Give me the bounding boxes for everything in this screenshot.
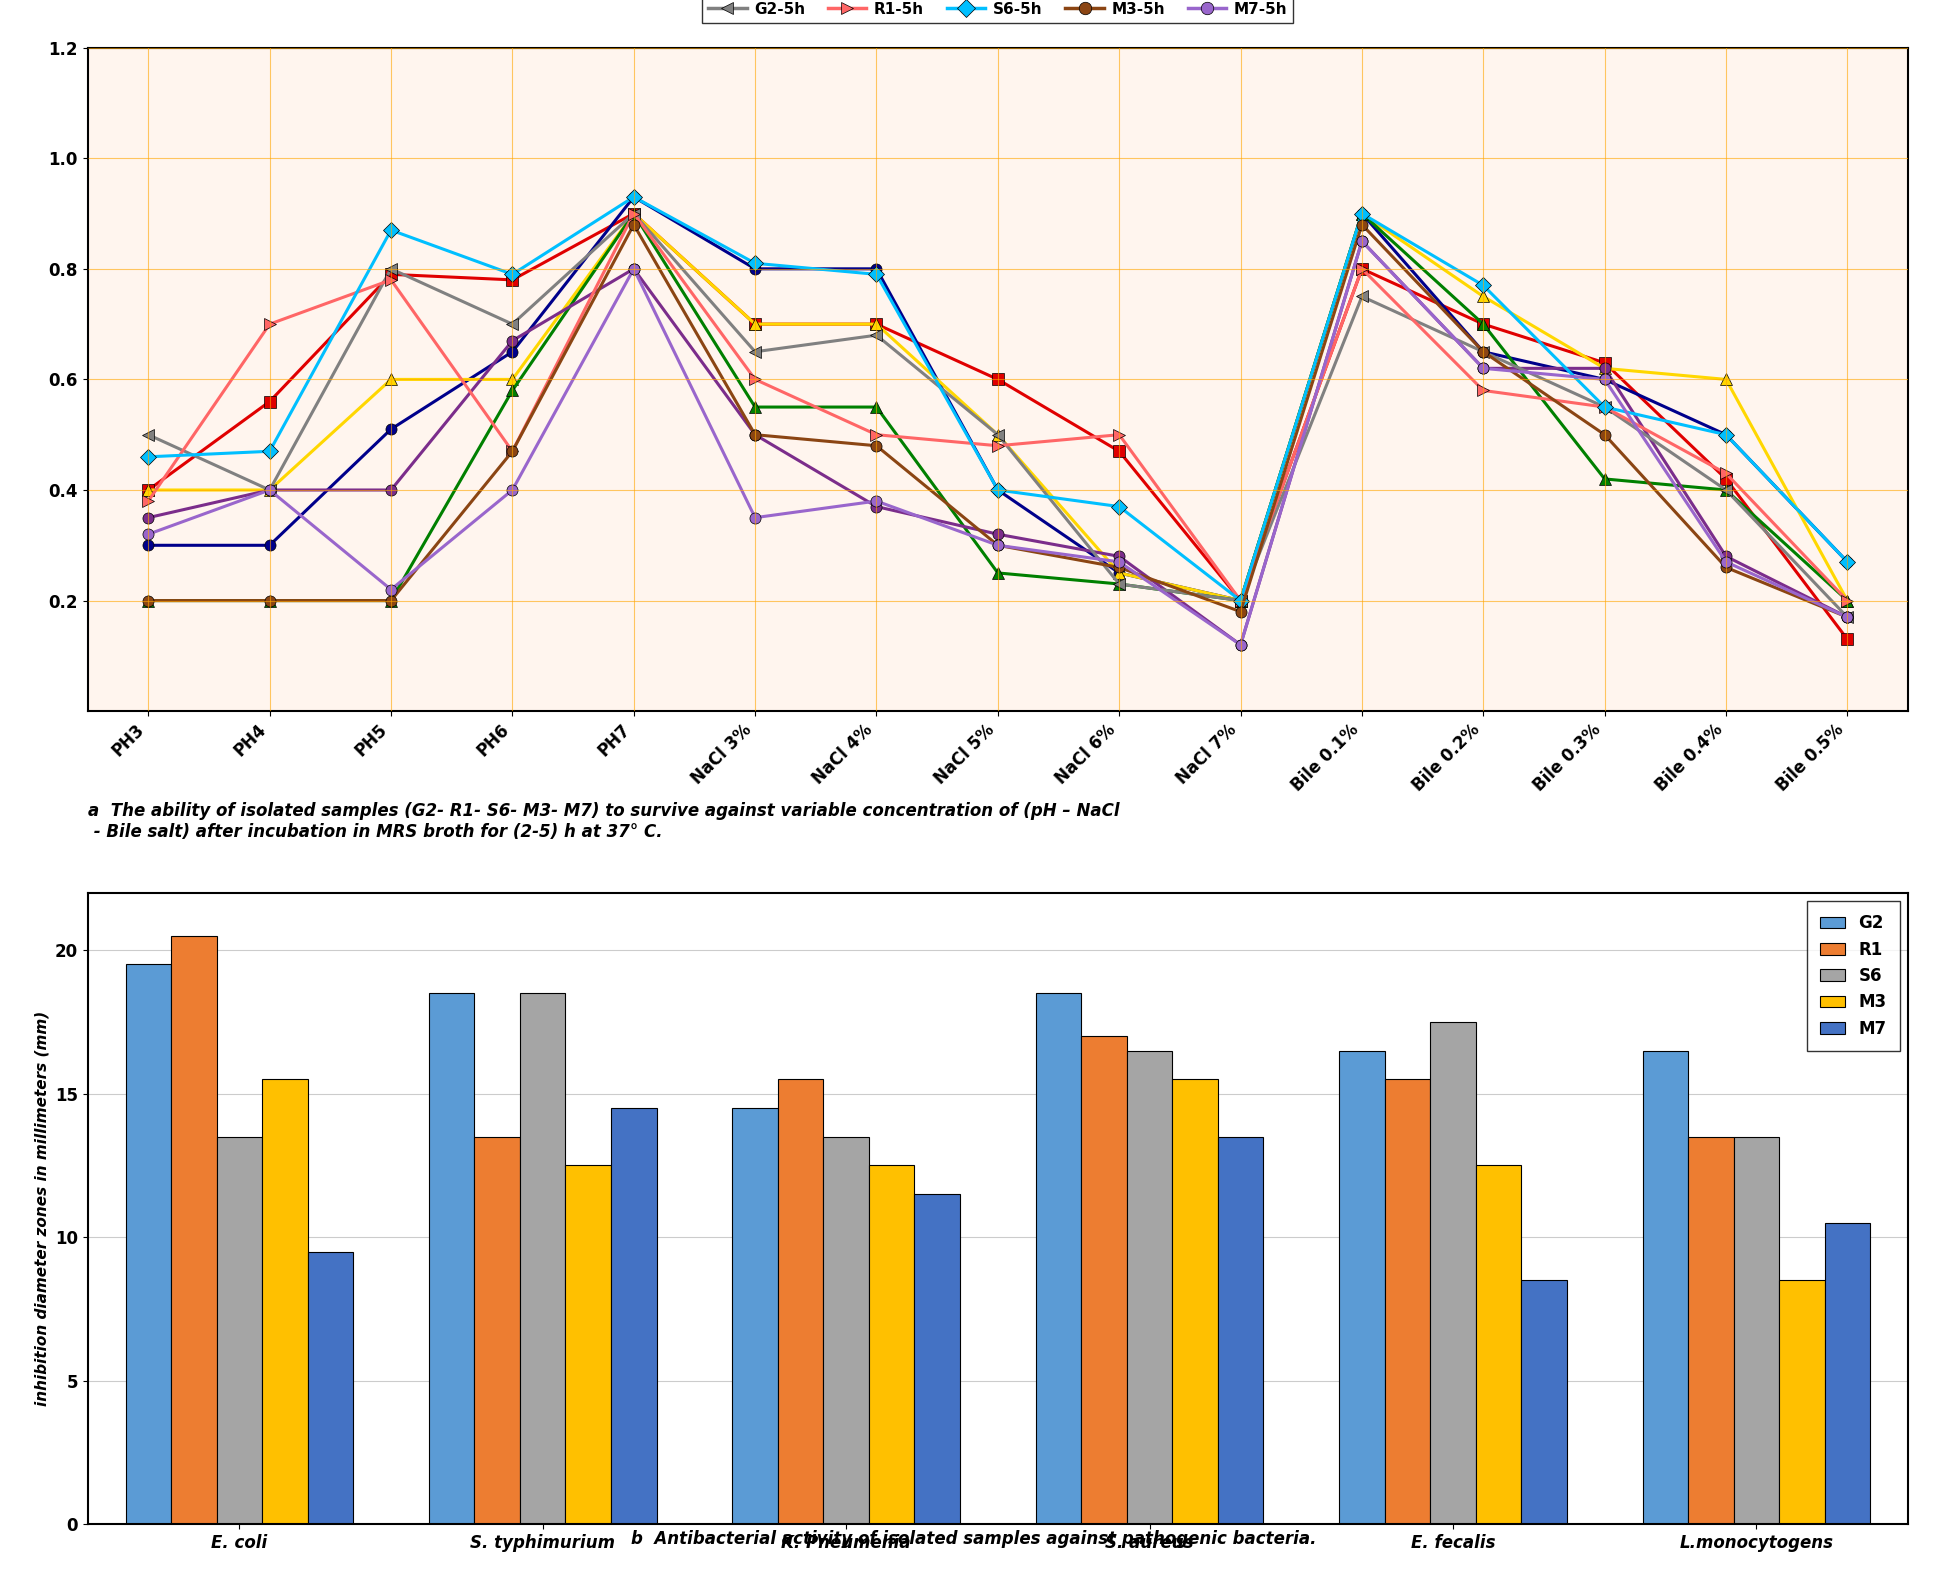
Bar [1521, 1280, 1567, 1524]
Legend: G2, R1, S6, M3, M7: G2, R1, S6, M3, M7 [1807, 900, 1900, 1051]
Bar [824, 1137, 868, 1524]
Bar [779, 1080, 824, 1524]
Bar [1780, 1280, 1824, 1524]
Bar [125, 964, 171, 1524]
Bar [520, 992, 565, 1524]
Bar [611, 1108, 656, 1524]
Bar [915, 1194, 960, 1524]
Bar [428, 992, 475, 1524]
Bar [263, 1080, 308, 1524]
Bar [1340, 1051, 1384, 1524]
Bar [1127, 1051, 1172, 1524]
Bar [868, 1166, 915, 1524]
Bar [1733, 1137, 1780, 1524]
Bar [1643, 1051, 1688, 1524]
Bar [1431, 1021, 1476, 1524]
Bar [1217, 1137, 1264, 1524]
Bar [1384, 1080, 1431, 1524]
Bar [308, 1251, 352, 1524]
Bar [171, 935, 216, 1524]
Bar [1688, 1137, 1733, 1524]
Bar [1172, 1080, 1217, 1524]
Bar [1081, 1035, 1127, 1524]
Bar [1476, 1166, 1521, 1524]
Bar [1824, 1223, 1871, 1524]
Bar [1036, 992, 1081, 1524]
Legend: G2-5h, R1-5h, S6-5h, M3-5h, M7-5h: G2-5h, R1-5h, S6-5h, M3-5h, M7-5h [703, 0, 1293, 22]
Bar [216, 1137, 263, 1524]
Text: b  Antibacterial activity of isolated samples against pathogenic bacteria.: b Antibacterial activity of isolated sam… [631, 1531, 1316, 1548]
Bar [732, 1108, 779, 1524]
Text: a  The ability of isolated samples (G2- R1- S6- M3- M7) to survive against varia: a The ability of isolated samples (G2- R… [88, 802, 1120, 840]
Bar [475, 1137, 520, 1524]
Bar [565, 1166, 611, 1524]
Y-axis label: inhibition diameter zones in millimeters (mm): inhibition diameter zones in millimeters… [35, 1012, 49, 1405]
